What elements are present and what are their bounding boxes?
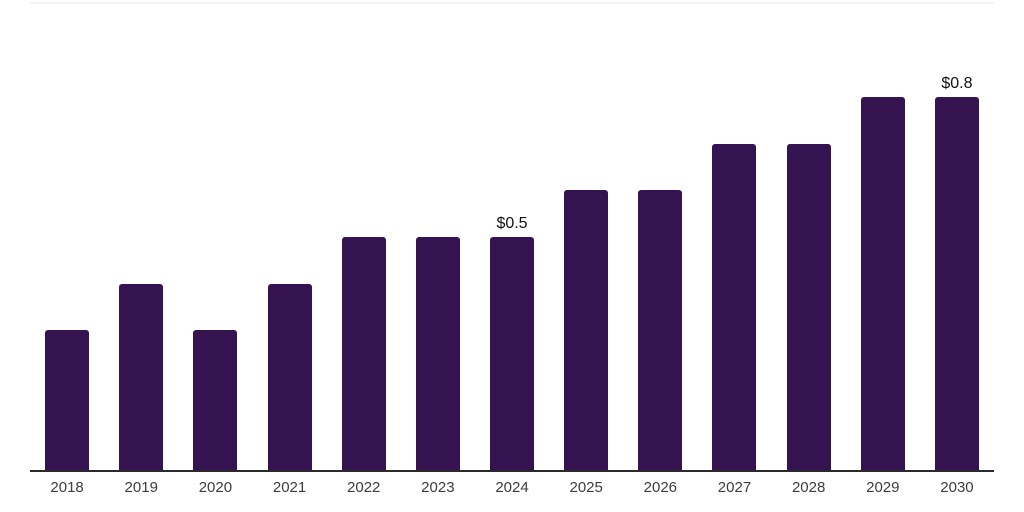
- x-tick-label: 2021: [272, 479, 307, 496]
- x-axis-tick-labels: 2018 2019 2020 2021 2022 2023 2024 2025 2026 2027…: [30, 479, 994, 496]
- bar-slot: [104, 4, 178, 470]
- bar-slot: [697, 4, 771, 470]
- bar-slot: [178, 4, 252, 470]
- bar-2028: [786, 144, 831, 470]
- bar-2021: [267, 284, 312, 470]
- x-tick-label: 2020: [198, 479, 233, 496]
- x-tick-label: 2029: [866, 479, 900, 496]
- bar-slot: [623, 4, 697, 470]
- x-tick-label: 2019: [124, 479, 158, 496]
- bar-slot: [252, 4, 326, 470]
- bar-2024: [490, 237, 535, 470]
- bar-2020: [193, 330, 238, 470]
- x-tick-label: 2026: [643, 479, 678, 496]
- x-tick-label: 2022: [347, 479, 381, 496]
- bar-2022: [341, 237, 386, 470]
- bar-2023: [415, 237, 460, 470]
- x-tick-label: 2018: [50, 479, 84, 496]
- data-label: $0.5: [496, 215, 528, 232]
- data-label: $0.8: [941, 75, 973, 92]
- bar-2025: [564, 190, 609, 470]
- bar-2030: [934, 97, 979, 470]
- x-tick-label: 2024: [495, 479, 529, 496]
- bar-slot: [327, 4, 401, 470]
- bar-slot: $0.8: [920, 4, 994, 470]
- x-tick-label: 2028: [791, 479, 826, 496]
- bar-slot: [401, 4, 475, 470]
- bar-slot: [846, 4, 920, 470]
- bar-2026: [638, 190, 683, 470]
- x-tick-label: 2025: [569, 479, 603, 496]
- x-tick-label: 2027: [717, 479, 752, 496]
- bar-2027: [712, 144, 757, 470]
- bar-2019: [119, 284, 164, 470]
- x-tick-label: 2023: [421, 479, 455, 496]
- bar-2018: [45, 330, 90, 470]
- bar-2029: [860, 97, 905, 470]
- bar-slot: [30, 4, 104, 470]
- plot-area: $0.5 $0.8: [30, 2, 994, 472]
- bar-slot: $0.5: [475, 4, 549, 470]
- bar-slot: [772, 4, 846, 470]
- x-tick-label: 2030: [940, 479, 974, 496]
- bar-slot: [549, 4, 623, 470]
